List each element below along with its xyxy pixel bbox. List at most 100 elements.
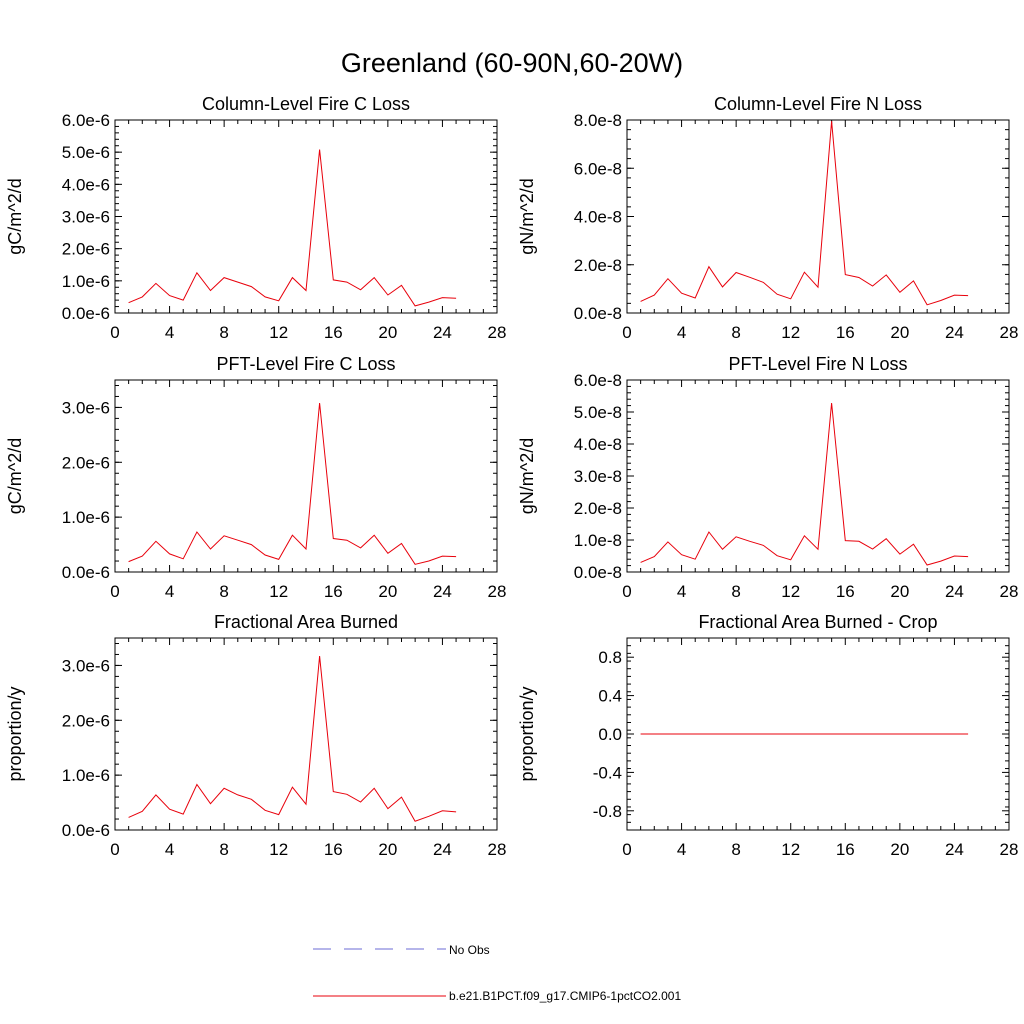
x-tick-label: 20 — [890, 840, 909, 859]
legend-label-no-obs: No Obs — [449, 943, 490, 957]
y-tick-label: 1.0e-6 — [62, 272, 110, 291]
series-line-1 — [128, 149, 457, 307]
y-tick-label: 0.0e-8 — [574, 304, 622, 323]
panel-title: Fractional Area Burned - Crop — [698, 612, 937, 632]
y-tick-label: 4.0e-6 — [62, 175, 110, 194]
x-tick-label: 28 — [1000, 840, 1019, 859]
series-line-1 — [640, 402, 969, 566]
x-tick-label: 4 — [677, 840, 686, 859]
y-tick-label: 0.0e-6 — [62, 563, 110, 582]
x-tick-label: 8 — [219, 840, 228, 859]
y-tick-label: 0.0e-6 — [62, 304, 110, 323]
x-tick-label: 24 — [945, 840, 964, 859]
y-tick-label: 5.0e-6 — [62, 143, 110, 162]
y-tick-label: 2.0e-6 — [62, 453, 110, 472]
y-tick-label: 1.0e-8 — [574, 531, 622, 550]
x-tick-label: 28 — [488, 840, 507, 859]
y-tick-label: 0.0e-8 — [574, 563, 622, 582]
x-tick-label: 12 — [269, 323, 288, 342]
x-tick-label: 16 — [836, 582, 855, 601]
x-tick-label: 4 — [165, 582, 174, 601]
y-tick-label: 2.0e-8 — [574, 256, 622, 275]
y-tick-label: 8.0e-8 — [574, 111, 622, 130]
x-tick-label: 0 — [622, 323, 631, 342]
figure-title: Greenland (60-90N,60-20W) — [341, 48, 683, 78]
y-tick-label: 4.0e-8 — [574, 208, 622, 227]
series-line-1 — [128, 402, 457, 565]
x-tick-label: 28 — [488, 582, 507, 601]
y-tick-label: 1.0e-6 — [62, 766, 110, 785]
chart-panel-3: PFT-Level Fire C Loss gC/m^2/d 0 4 8 12 16 20 24… — [5, 354, 506, 601]
y-tick-label: 0.0e-6 — [62, 821, 110, 840]
panel-title: Column-Level Fire N Loss — [714, 94, 922, 114]
x-tick-label: 16 — [836, 323, 855, 342]
y-axis-label: gC/m^2/d — [5, 438, 25, 514]
x-tick-label: 0 — [110, 323, 119, 342]
y-tick-label: -0.4 — [593, 763, 622, 782]
y-tick-label: 0.4 — [598, 687, 622, 706]
x-tick-label: 28 — [1000, 323, 1019, 342]
plot-frame — [626, 379, 1010, 573]
chart-panel-1: Column-Level Fire C Loss gC/m^2/d 0 4 8 12 16 2… — [5, 94, 506, 342]
x-tick-label: 20 — [378, 582, 397, 601]
x-tick-label: 20 — [378, 323, 397, 342]
legend-label-model: b.e21.B1PCT.f09_g17.CMIP6-1pctCO2.001 — [449, 989, 681, 1003]
y-tick-label: -0.8 — [593, 802, 622, 821]
y-axis-label: gN/m^2/d — [517, 438, 537, 514]
panel-title: Fractional Area Burned — [214, 612, 398, 632]
y-tick-label: 0.0 — [598, 725, 622, 744]
x-tick-label: 16 — [836, 840, 855, 859]
x-tick-label: 20 — [890, 582, 909, 601]
x-tick-label: 12 — [781, 323, 800, 342]
y-tick-label: 3.0e-8 — [574, 467, 622, 486]
legend: No Obs b.e21.B1PCT.f09_g17.CMIP6-1pctCO2… — [313, 943, 681, 1003]
x-tick-label: 16 — [324, 582, 343, 601]
x-tick-label: 4 — [165, 323, 174, 342]
x-tick-label: 8 — [219, 582, 228, 601]
x-tick-label: 16 — [324, 840, 343, 859]
y-tick-label: 3.0e-6 — [62, 656, 110, 675]
plot-frame — [114, 379, 498, 573]
x-tick-label: 8 — [219, 323, 228, 342]
x-tick-label: 20 — [890, 323, 909, 342]
chart-panel-6: Fractional Area Burned - Crop proportion/… — [517, 612, 1018, 859]
panel-title: PFT-Level Fire N Loss — [728, 354, 907, 374]
x-tick-label: 28 — [1000, 582, 1019, 601]
y-tick-label: 4.0e-8 — [574, 435, 622, 454]
x-tick-label: 24 — [945, 323, 964, 342]
series-line-1 — [128, 656, 457, 822]
y-tick-label: 6.0e-6 — [62, 111, 110, 130]
y-tick-label: 3.0e-6 — [62, 398, 110, 417]
y-axis-label: proportion/y — [5, 686, 25, 781]
y-tick-label: 2.0e-8 — [574, 499, 622, 518]
y-tick-label: 5.0e-8 — [574, 403, 622, 422]
x-tick-label: 0 — [622, 840, 631, 859]
x-tick-label: 12 — [269, 582, 288, 601]
x-tick-label: 4 — [677, 582, 686, 601]
x-tick-label: 20 — [378, 840, 397, 859]
x-tick-label: 24 — [433, 323, 452, 342]
plot-frame — [114, 119, 498, 314]
x-tick-label: 0 — [622, 582, 631, 601]
series-line-1 — [640, 121, 969, 306]
y-tick-label: 3.0e-6 — [62, 208, 110, 227]
x-tick-label: 0 — [110, 582, 119, 601]
y-tick-label: 6.0e-8 — [574, 159, 622, 178]
x-tick-label: 24 — [433, 840, 452, 859]
y-tick-label: 0.8 — [598, 648, 622, 667]
x-tick-label: 8 — [731, 840, 740, 859]
x-tick-label: 12 — [269, 840, 288, 859]
x-tick-label: 12 — [781, 840, 800, 859]
y-axis-label: gN/m^2/d — [517, 178, 537, 254]
chart-panel-4: PFT-Level Fire N Loss gN/m^2/d 0 4 8 12 16 20 24… — [517, 354, 1018, 601]
x-tick-label: 4 — [677, 323, 686, 342]
y-axis-label: gC/m^2/d — [5, 178, 25, 254]
panel-title: PFT-Level Fire C Loss — [216, 354, 395, 374]
x-tick-label: 16 — [324, 323, 343, 342]
chart-panel-2: Column-Level Fire N Loss gN/m^2/d 0 4 8 12 16 2… — [517, 94, 1018, 342]
chart-panel-5: Fractional Area Burned proportion/y 0 4 8 12 1… — [5, 612, 506, 859]
x-tick-label: 28 — [488, 323, 507, 342]
x-tick-label: 0 — [110, 840, 119, 859]
x-tick-label: 24 — [433, 582, 452, 601]
